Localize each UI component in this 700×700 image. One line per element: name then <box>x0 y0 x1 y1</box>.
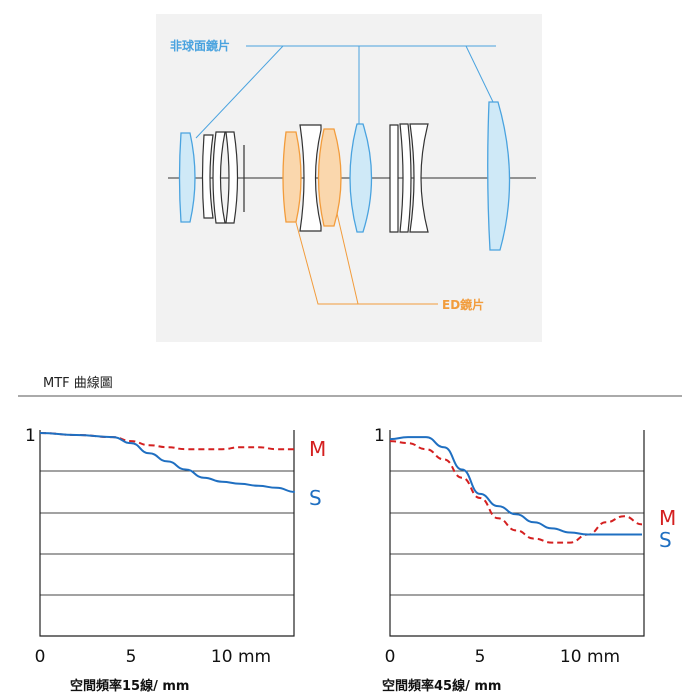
lens-element-6 <box>299 124 322 232</box>
middle-lens-group <box>282 123 373 233</box>
series-line-s <box>389 436 642 536</box>
lens-diagram: 非球面鏡片 ED鏡片 <box>156 14 542 342</box>
rear-lens-group <box>389 101 511 251</box>
y-top-label: 1 <box>25 426 36 446</box>
lens-element-4 <box>225 131 239 224</box>
x-tick-10: 10 mm <box>211 647 271 667</box>
y-top-label: 1 <box>374 426 385 446</box>
x-tick-5: 5 <box>475 647 486 667</box>
x-tick-10: 10 mm <box>560 647 620 667</box>
series-line-s <box>39 432 295 493</box>
section-title: MTF 曲線圖 <box>43 375 113 391</box>
x-tick-5: 5 <box>126 647 137 667</box>
aspherical-leader-lines <box>195 45 496 139</box>
chart-frame <box>39 430 295 637</box>
legend-s: S <box>309 486 322 510</box>
mtf-chart-15lpmm: 1 0 5 10 mm 空間頻率15線/ mm M S <box>25 426 326 694</box>
lens-element-10 <box>399 123 412 233</box>
aspherical-lens-1 <box>178 132 196 223</box>
lens-element-2 <box>201 134 214 219</box>
lens-element-11 <box>409 123 429 233</box>
legend-m: M <box>659 506 676 530</box>
legend-s: S <box>659 528 672 552</box>
aspherical-lens-2 <box>349 123 373 233</box>
ed-lens-2 <box>317 128 342 227</box>
x-tick-0: 0 <box>385 647 396 667</box>
aspherical-label: 非球面鏡片 <box>170 38 230 53</box>
ed-lens-1 <box>282 131 302 223</box>
x-axis-title: 空間頻率15線/ mm <box>70 678 189 694</box>
lens-element-3 <box>212 131 226 224</box>
chart-frame <box>389 430 645 637</box>
ed-label: ED鏡片 <box>442 297 484 312</box>
series-line-m <box>389 440 643 544</box>
front-lens-group <box>178 131 245 224</box>
aspherical-lens-3 <box>487 101 511 251</box>
mtf-chart-45lpmm: 1 0 5 10 mm 空間頻率45線/ mm M S <box>374 426 676 694</box>
legend-m: M <box>309 437 326 461</box>
x-tick-0: 0 <box>35 647 46 667</box>
lens-element-9 <box>389 124 399 233</box>
x-axis-title: 空間頻率45線/ mm <box>382 678 501 694</box>
